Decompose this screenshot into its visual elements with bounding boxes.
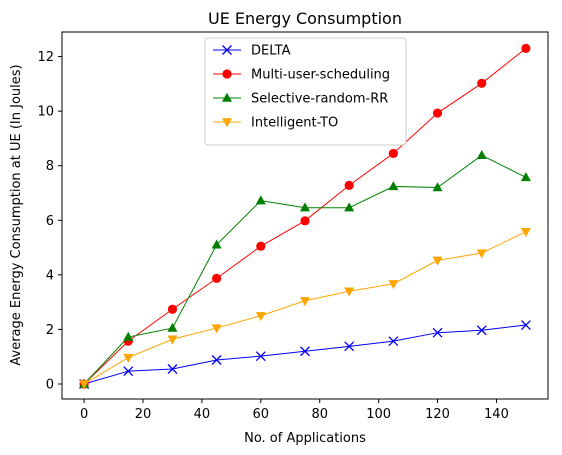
x-tick-label: 140 bbox=[484, 407, 509, 422]
data-point-intelligent-to bbox=[79, 380, 90, 390]
data-point-intelligent-to bbox=[300, 297, 310, 307]
series-delta bbox=[79, 320, 531, 389]
legend-marker bbox=[222, 92, 232, 102]
data-point-selective-random-rr bbox=[167, 322, 178, 332]
chart-title: UE Energy Consumption bbox=[208, 9, 402, 28]
x-tick-label: 0 bbox=[80, 407, 88, 422]
legend-item-intelligent-to: Intelligent-TO bbox=[213, 116, 338, 131]
data-point-delta bbox=[123, 366, 134, 377]
legend-item-multi-user-scheduling: Multi-user-scheduling bbox=[213, 68, 390, 83]
legend-label: DELTA bbox=[251, 44, 291, 59]
data-point-intelligent-to bbox=[520, 228, 531, 238]
data-point-delta bbox=[255, 351, 266, 362]
data-point-delta bbox=[520, 320, 531, 331]
data-point-intelligent-to bbox=[344, 287, 355, 297]
x-tick-label: 60 bbox=[253, 407, 270, 422]
series-intelligent-to bbox=[79, 228, 531, 390]
data-point-multi-user-scheduling bbox=[212, 273, 222, 283]
plot-area-frame bbox=[61, 31, 549, 400]
data-point-intelligent-to bbox=[432, 256, 443, 266]
series-layer bbox=[79, 43, 531, 390]
legend-marker bbox=[222, 45, 232, 55]
series-line-delta bbox=[83, 324, 526, 385]
data-point-delta bbox=[211, 355, 222, 365]
y-tick-label: 2 bbox=[46, 323, 54, 338]
y-tick-label: 10 bbox=[37, 105, 54, 120]
series-selective-random-rr bbox=[79, 150, 531, 388]
data-point-delta bbox=[476, 325, 487, 336]
data-point-selective-random-rr bbox=[211, 239, 222, 249]
legend-label: Selective-random-RR bbox=[251, 92, 388, 107]
legend-marker bbox=[222, 69, 232, 79]
data-point-selective-random-rr bbox=[300, 202, 310, 212]
x-tick-label: 20 bbox=[135, 407, 152, 422]
data-point-multi-user-scheduling bbox=[477, 78, 487, 88]
y-tick-label: 12 bbox=[37, 50, 54, 65]
legend-label: Multi-user-scheduling bbox=[251, 68, 390, 83]
x-tick-label: 120 bbox=[425, 407, 450, 422]
data-point-delta bbox=[388, 336, 399, 347]
x-tick-label: 40 bbox=[194, 407, 211, 422]
series-line-selective-random-rr bbox=[83, 154, 527, 385]
data-point-selective-random-rr bbox=[520, 172, 531, 182]
legend-label: Intelligent-TO bbox=[251, 116, 338, 131]
y-axis-label: Average Energy Consumption at UE (In Jou… bbox=[9, 64, 24, 365]
data-point-intelligent-to bbox=[476, 249, 487, 259]
data-point-intelligent-to bbox=[167, 335, 178, 345]
x-axis: 0 20 40 60 80 100 120 140 bbox=[80, 399, 509, 422]
data-point-delta bbox=[300, 346, 310, 357]
legend-item-selective-random-rr: Selective-random-RR bbox=[213, 92, 388, 107]
legend: DELTA Multi-user-scheduling Selective-rand… bbox=[204, 37, 407, 146]
data-point-multi-user-scheduling bbox=[256, 241, 266, 251]
data-point-selective-random-rr bbox=[476, 150, 487, 160]
x-tick-label: 100 bbox=[366, 407, 391, 422]
x-tick-label: 80 bbox=[311, 407, 328, 422]
data-point-multi-user-scheduling bbox=[344, 180, 354, 190]
data-point-multi-user-scheduling bbox=[300, 216, 310, 226]
data-point-delta bbox=[432, 327, 443, 338]
data-point-multi-user-scheduling bbox=[167, 304, 178, 314]
data-point-selective-random-rr bbox=[388, 181, 399, 191]
y-tick-label: 4 bbox=[46, 268, 54, 283]
legend-marker bbox=[222, 118, 232, 128]
data-point-intelligent-to bbox=[255, 312, 266, 322]
data-point-intelligent-to bbox=[211, 324, 222, 334]
data-point-intelligent-to bbox=[388, 280, 399, 290]
data-point-multi-user-scheduling bbox=[521, 43, 531, 53]
data-point-delta bbox=[167, 364, 178, 374]
y-tick-label: 8 bbox=[46, 159, 54, 174]
data-point-selective-random-rr bbox=[344, 202, 355, 212]
x-axis-label: No. of Applications bbox=[244, 431, 366, 446]
data-point-selective-random-rr bbox=[255, 195, 266, 205]
data-point-multi-user-scheduling bbox=[388, 148, 398, 159]
y-tick-label: 0 bbox=[46, 377, 54, 392]
series-line-intelligent-to bbox=[83, 231, 527, 385]
data-point-selective-random-rr bbox=[123, 331, 134, 341]
data-point-delta bbox=[344, 341, 355, 352]
y-axis: 0 2 4 6 8 10 12 bbox=[37, 50, 62, 392]
data-point-multi-user-scheduling bbox=[432, 108, 443, 118]
data-point-selective-random-rr bbox=[432, 182, 443, 192]
data-point-intelligent-to bbox=[123, 353, 134, 363]
legend-item-delta: DELTA bbox=[213, 44, 291, 59]
legend-box bbox=[204, 37, 407, 146]
y-tick-label: 6 bbox=[46, 214, 54, 229]
